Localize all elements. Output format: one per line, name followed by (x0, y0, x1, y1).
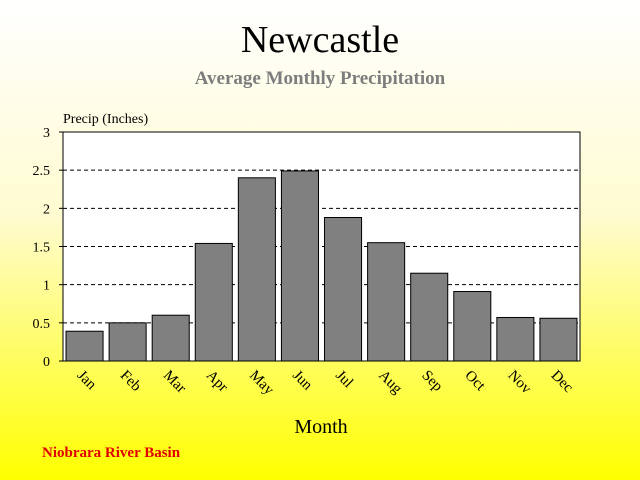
x-tick-label: Nov (505, 368, 535, 398)
x-tick-label: Jul (332, 368, 356, 392)
y-tick-label: 2.5 (33, 164, 51, 179)
x-tick-label: Aug (375, 368, 405, 398)
y-tick-label: 0.5 (33, 317, 51, 332)
x-tick-label: May (246, 368, 277, 399)
chart-subtitle: Average Monthly Precipitation (194, 68, 446, 89)
bar-oct (453, 291, 492, 362)
x-tick-label: Sep (418, 368, 445, 395)
y-tick-label: 0 (43, 355, 50, 370)
y-tick-label: 1 (43, 279, 50, 294)
bar-aug (367, 242, 406, 362)
bar-jun (280, 170, 319, 362)
bar-jan (65, 330, 104, 362)
x-tick-label: Apr (203, 368, 231, 396)
x-axis-label: Month (294, 416, 347, 438)
bar-mar (151, 314, 190, 362)
y-tick-label: 1.5 (33, 241, 51, 256)
bar-sep (410, 272, 449, 362)
x-tick-label: Jun (289, 368, 315, 394)
y-axis-label: Precip (Inches) (63, 112, 148, 127)
y-tick-label: 2 (43, 202, 50, 217)
x-tick-label: Oct (461, 368, 488, 395)
y-tick-label: 3 (43, 126, 50, 141)
bar-jul (324, 216, 363, 362)
bar-apr (194, 242, 233, 362)
bar-feb (108, 322, 147, 362)
plot-border (62, 131, 581, 362)
bar-dec (539, 317, 578, 362)
bar-nov (496, 316, 535, 362)
x-tick-label: Jan (74, 368, 100, 394)
footer-label: Niobrara River Basin (42, 445, 181, 461)
x-tick-label: Mar (160, 368, 189, 397)
x-tick-label: Feb (117, 368, 144, 395)
bar-may (237, 177, 276, 362)
x-tick-label: Dec (548, 368, 577, 397)
chart-title: Newcastle (240, 19, 400, 61)
